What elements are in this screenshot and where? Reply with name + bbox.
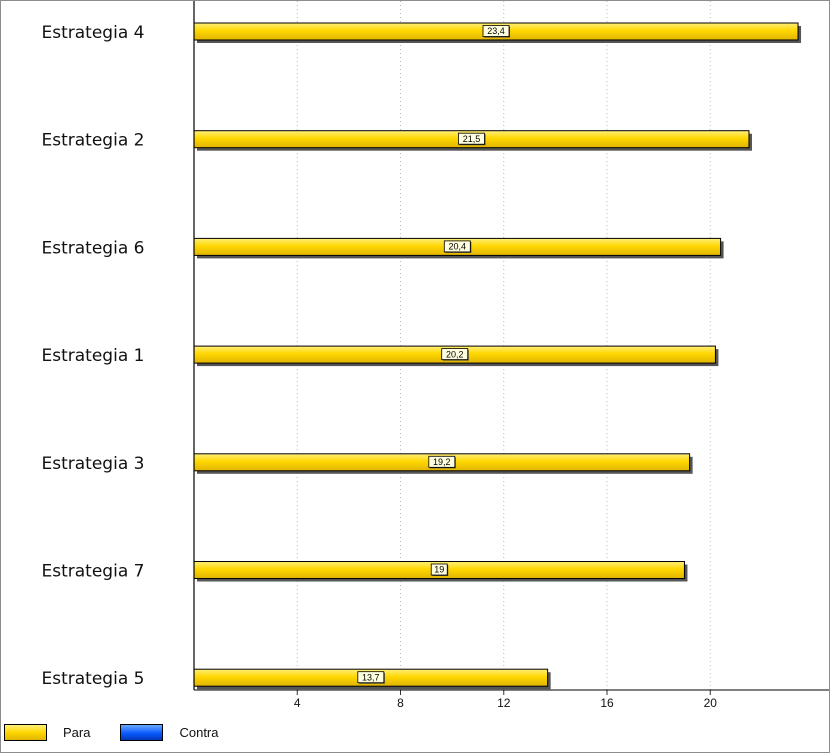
category-label: Estrategia 5 <box>42 669 145 689</box>
legend-swatch-contra <box>120 724 164 741</box>
data-label: 20,2 <box>446 349 464 359</box>
category-label: Estrategia 1 <box>42 346 145 366</box>
data-label: 23,4 <box>487 26 505 36</box>
legend: Para Contra <box>4 724 249 741</box>
category-label: Estrategia 4 <box>42 23 145 43</box>
grid-layer <box>296 1 711 690</box>
category-label: Estrategia 3 <box>42 454 145 474</box>
data-label: 21,5 <box>463 134 481 144</box>
data-label: 13,7 <box>362 672 380 682</box>
data-label-box <box>428 455 456 468</box>
axis-layer: 4 8 12 16 20 <box>193 1 829 710</box>
category-label: Estrategia 7 <box>42 562 145 582</box>
x-tick-label: 20 <box>704 696 718 710</box>
data-label: 19 <box>434 565 444 575</box>
legend-label-para: Para <box>63 725 91 740</box>
x-tick-label: 12 <box>497 696 511 710</box>
category-label: Estrategia 2 <box>42 131 145 151</box>
legend-label-contra: Contra <box>179 725 219 740</box>
data-label-box <box>443 240 471 253</box>
data-label: 20,4 <box>449 242 467 252</box>
x-tick-label: 4 <box>294 696 301 710</box>
legend-item-para: Para <box>4 724 90 741</box>
data-label-box <box>357 671 385 684</box>
data-label-box <box>441 348 469 361</box>
data-label-box <box>458 132 485 145</box>
data-label-box <box>430 563 448 576</box>
data-label: 19,2 <box>433 457 451 467</box>
legend-swatch-para <box>4 724 47 741</box>
label-layer: 23,4 Estrategia 4 21,5 Estrategia 2 20,4 Estr… <box>42 23 511 689</box>
legend-item-contra: Contra <box>120 724 219 741</box>
data-label-box <box>482 25 510 37</box>
category-label: Estrategia 6 <box>42 238 145 258</box>
x-tick-label: 8 <box>397 696 404 710</box>
x-tick-label: 16 <box>600 696 614 710</box>
